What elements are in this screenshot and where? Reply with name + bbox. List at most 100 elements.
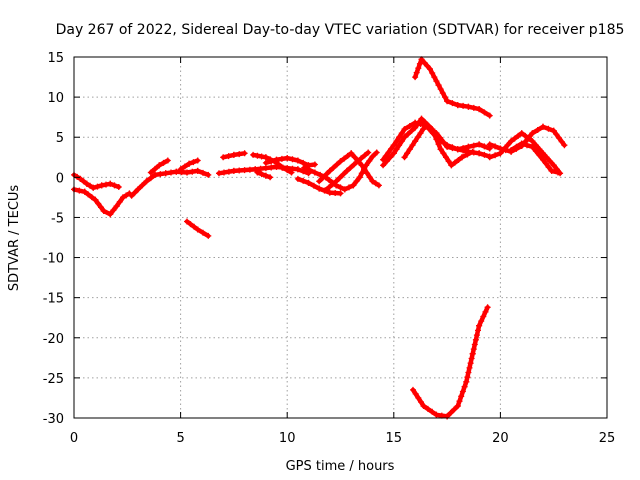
data-point-marker [470, 104, 477, 111]
x-tick-label: 10 [279, 431, 296, 446]
data-point-marker [241, 167, 248, 174]
data-point-marker [426, 124, 433, 131]
data-point-marker [555, 169, 561, 176]
data-point-marker [534, 127, 541, 133]
data-point-marker [550, 127, 557, 134]
data-point-marker [301, 164, 308, 171]
data-point-marker [454, 146, 461, 153]
data-point-marker [326, 184, 333, 191]
data-point-marker [337, 158, 344, 165]
data-point-marker [401, 126, 408, 133]
chart-title: Day 267 of 2022, Sidereal Day-to-day VTE… [56, 22, 625, 38]
data-point-marker [347, 164, 354, 171]
data-point-marker [501, 146, 507, 153]
data-point-marker [404, 150, 411, 157]
series-trace [487, 130, 563, 176]
data-point-marker [448, 162, 455, 169]
data-point-marker [294, 175, 301, 182]
data-point-marker [156, 162, 163, 169]
data-point-marker [444, 98, 451, 105]
data-point-marker [358, 162, 365, 169]
data-point-marker [344, 152, 351, 159]
data-point-marker [455, 157, 462, 163]
data-point-marker [480, 313, 487, 320]
data-point-marker [393, 138, 400, 145]
x-tick-label: 15 [386, 431, 403, 446]
data-point-marker [279, 164, 286, 171]
data-series-arc-8 [220, 150, 248, 161]
data-point-marker [236, 167, 243, 174]
data-point-marker [440, 150, 447, 157]
data-point-marker [550, 162, 557, 169]
data-point-marker [294, 157, 301, 164]
data-point-marker [254, 169, 261, 176]
data-point-marker [322, 187, 329, 194]
data-point-marker [536, 152, 543, 159]
data-point-marker [433, 130, 440, 137]
data-point-marker [177, 166, 184, 173]
data-point-marker [147, 169, 154, 176]
data-point-marker [332, 190, 339, 196]
data-point-marker [366, 157, 373, 164]
data-point-marker [135, 186, 141, 193]
data-point-marker [194, 226, 201, 233]
data-point-marker [184, 169, 190, 176]
data-point-marker [316, 178, 323, 185]
data-point-marker [382, 153, 389, 160]
data-point-marker [548, 167, 555, 174]
data-point-marker [380, 162, 387, 169]
data-point-marker [497, 150, 504, 157]
y-tick-label: -15 [43, 292, 64, 307]
data-point-marker [454, 102, 461, 109]
data-point-marker [424, 405, 431, 412]
data-point-marker [241, 150, 248, 157]
axis-ticks [73, 56, 608, 419]
data-point-marker [412, 390, 419, 397]
data-point-marker [406, 123, 413, 129]
data-point-marker [194, 167, 201, 174]
data-point-marker [508, 147, 515, 154]
data-point-marker [476, 322, 483, 329]
data-point-marker [558, 138, 565, 145]
data-point-marker [540, 150, 546, 157]
data-series-arc-23 [508, 140, 561, 176]
data-point-marker [540, 156, 546, 163]
data-point-marker [323, 171, 330, 178]
data-point-marker [139, 182, 146, 189]
data-point-marker [513, 143, 520, 150]
data-point-marker [230, 167, 237, 174]
data-point-marker [365, 149, 372, 156]
data-point-marker [294, 166, 301, 173]
data-point-marker [164, 157, 171, 164]
data-point-marker [476, 141, 483, 148]
data-point-marker [85, 191, 92, 198]
data-point-marker [465, 369, 472, 376]
data-point-marker [116, 198, 123, 205]
y-tick-labels: 15 10 5 0 -5 -10 -15 -20 -25 -30 [43, 51, 64, 427]
data-point-marker [440, 139, 447, 146]
data-point-marker [387, 154, 394, 161]
y-tick-label: -5 [51, 211, 64, 226]
data-point-marker [447, 409, 454, 416]
data-point-marker [470, 149, 477, 156]
x-tick-label: 20 [492, 431, 509, 446]
data-point-marker [542, 160, 549, 167]
y-tick-label: -25 [43, 372, 64, 387]
data-point-marker [326, 167, 333, 174]
data-point-marker [319, 174, 326, 181]
data-point-marker [268, 158, 275, 165]
data-point-marker [326, 189, 333, 196]
y-tick-label: 10 [47, 91, 64, 106]
data-point-marker [341, 186, 348, 193]
data-point-marker [484, 304, 491, 311]
data-point-marker [337, 184, 344, 191]
data-point-marker [445, 158, 452, 165]
data-point-marker [95, 200, 102, 207]
data-point-marker [186, 160, 193, 167]
series-trace [129, 168, 211, 199]
data-point-marker [200, 229, 206, 236]
data-point-marker [366, 174, 373, 181]
data-point-marker [454, 403, 461, 409]
x-axis-label: GPS time / hours [286, 459, 395, 474]
data-point-marker [230, 151, 237, 158]
